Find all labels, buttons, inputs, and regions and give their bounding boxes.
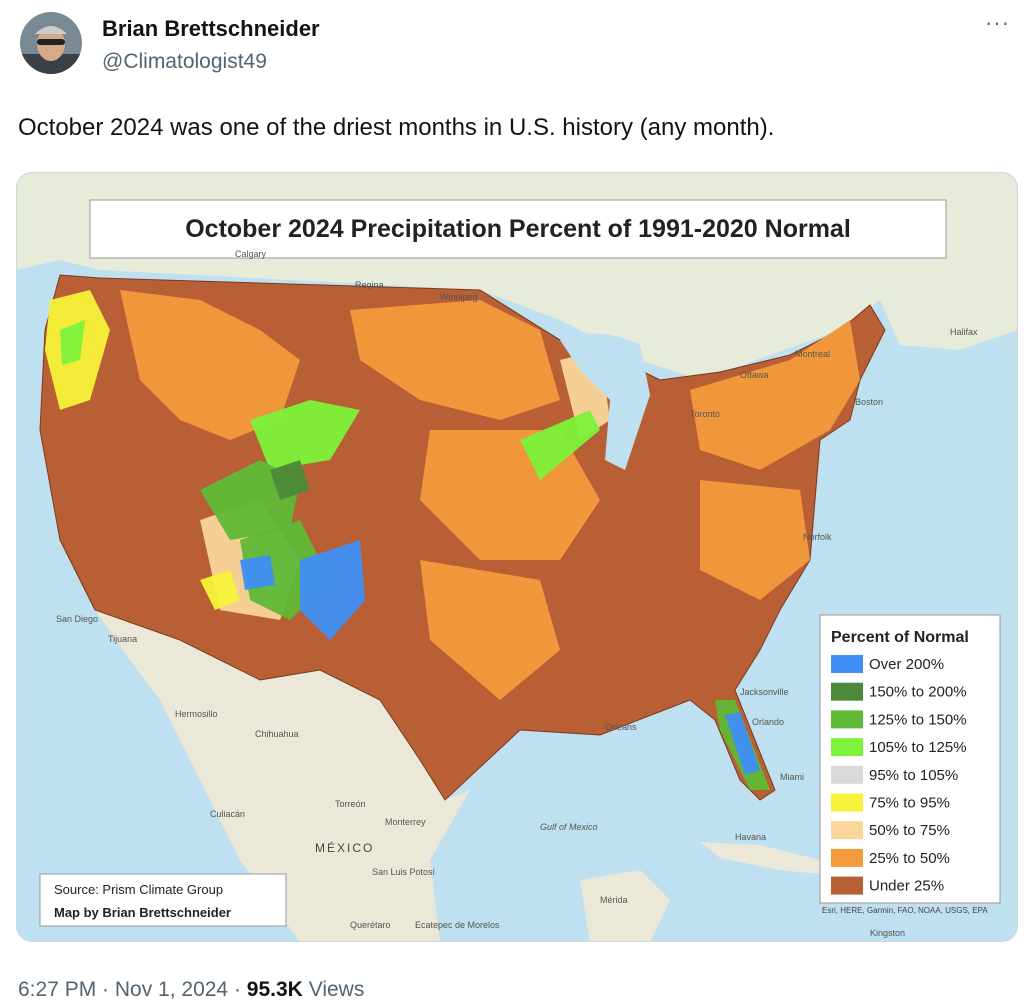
place-label: San Diego (56, 614, 98, 624)
place-label: Regina (355, 280, 384, 290)
precip-region (700, 480, 810, 600)
place-label: Monterrey (385, 817, 426, 827)
precip-region (420, 560, 560, 700)
map-image[interactable]: October 2024 Precipitation Percent of 19… (16, 172, 1018, 942)
cuba (700, 842, 830, 875)
place-label: Querétaro (350, 920, 391, 930)
place-label: Havana (735, 832, 766, 842)
precip-region (120, 290, 300, 440)
author-handle[interactable]: @Climatologist49 (102, 50, 267, 73)
place-label: Ecatepec de Morelos (415, 920, 500, 930)
legend-label: 75% to 95% (869, 795, 950, 812)
legend-swatch (831, 765, 863, 784)
legend-swatch (831, 710, 863, 729)
precip-region (300, 540, 365, 640)
place-label: Orleans (605, 722, 637, 732)
legend-label: Under 25% (869, 878, 944, 895)
credit: Map by Brian Brettschneider (54, 905, 231, 920)
legend-swatch (831, 821, 863, 840)
yucatan (580, 870, 670, 942)
attribution: Esri, HERE, Garmin, FAO, NOAA, USGS, EPA (822, 906, 988, 915)
tweet-text: October 2024 was one of the driest month… (18, 114, 775, 141)
precip-region (350, 300, 560, 420)
precip-region (725, 712, 760, 775)
place-label: Miami (780, 772, 804, 782)
legend-label: 95% to 105% (869, 767, 958, 784)
views-count: 95.3K (246, 978, 303, 1001)
precip-region (250, 400, 360, 470)
place-label: Jacksonville (740, 687, 789, 697)
legend-label: 50% to 75% (869, 822, 950, 839)
legend-label: Over 200% (869, 656, 944, 673)
title-box (89, 199, 947, 259)
place-label: Toronto (690, 409, 720, 419)
precip-region (240, 555, 275, 590)
image-border (16, 172, 1018, 942)
legend-swatch (831, 682, 863, 701)
legend-label: 105% to 125% (869, 739, 967, 756)
mexico (95, 610, 470, 942)
place-label: San Luis Potosí (372, 867, 436, 877)
precip-region (690, 320, 860, 470)
place-label: Norfolk (803, 532, 832, 542)
more-menu[interactable]: ··· (985, 10, 1010, 35)
views-label: Views (308, 978, 365, 1001)
footer: 6:27 PM · Nov 1, 2024 · 95.3K Views (18, 978, 364, 1002)
legend-label: 25% to 50% (869, 850, 950, 867)
place-label: Kingston (870, 928, 905, 938)
legend-label: 150% to 200% (869, 684, 967, 701)
place-label: Orlando (752, 717, 784, 727)
place-label: Mérida (600, 895, 628, 905)
legend-swatch (831, 793, 863, 812)
source: Source: Prism Climate Group (54, 882, 223, 897)
legend-title: Percent of Normal (831, 629, 969, 646)
great-lakes (560, 333, 650, 470)
precip-region (60, 320, 85, 365)
legend-label: 125% to 150% (869, 711, 967, 728)
place-label: Hermosillo (175, 709, 218, 719)
place-label: Tijuana (108, 634, 137, 644)
timestamp[interactable]: 6:27 PM · Nov 1, 2024 · (18, 978, 241, 1001)
legend-swatch (831, 848, 863, 867)
precip-region (270, 460, 310, 500)
precip-region (520, 410, 600, 480)
precip-region (200, 570, 240, 610)
place-label: Calgary (235, 249, 267, 259)
source-box (39, 873, 287, 927)
place-label: Torreón (335, 799, 366, 809)
legend-swatch (831, 738, 863, 757)
map-title: October 2024 Precipitation Percent of 19… (185, 215, 851, 243)
place-label: Ottawa (740, 370, 769, 380)
place-label: Boston (855, 397, 883, 407)
place-label: Winnipeg (440, 292, 478, 302)
legend-swatch (831, 876, 863, 895)
place-label: Chihuahua (255, 729, 299, 739)
place-label: Halifax (950, 327, 978, 337)
place-label: Culiacán (210, 809, 245, 819)
legend-swatch (831, 655, 863, 673)
country-label: MÉXICO (315, 840, 374, 855)
avatar[interactable] (20, 12, 82, 74)
water-label: Gulf of Mexico (540, 822, 598, 832)
author-name[interactable]: Brian Brettschneider (102, 16, 320, 41)
place-label: Montreal (795, 349, 830, 359)
